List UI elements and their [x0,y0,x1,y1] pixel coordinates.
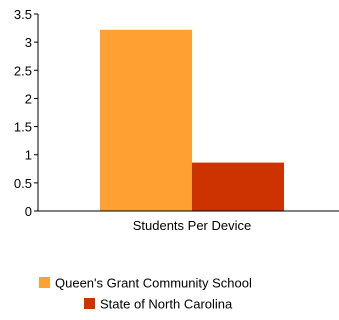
y-tick-label: 1.5 [14,120,32,135]
y-axis: 0 0.5 1 1.5 2 2.5 3 3.5 [14,7,39,219]
y-tick-label: 2 [25,91,32,106]
bar-north-carolina [192,162,284,211]
y-tick-label: 2.5 [14,63,32,78]
y-tick-label: 3 [25,35,32,50]
bar-queens-grant [100,29,192,212]
legend-item: State of North Carolina [84,297,233,312]
x-axis: Students Per Device [38,210,339,233]
bars [100,29,284,212]
y-tick-label: 0 [25,204,32,219]
y-tick-label: 1 [25,148,32,163]
legend-swatch [84,298,95,309]
y-tick-label: 0.5 [14,176,32,191]
x-category-label: Students Per Device [133,218,252,233]
legend: Queen's Grant Community School State of N… [39,276,252,312]
legend-label: State of North Carolina [100,297,233,312]
legend-label: Queen's Grant Community School [55,276,252,291]
legend-swatch [39,277,50,288]
legend-item: Queen's Grant Community School [39,276,252,291]
y-tick-label: 3.5 [14,7,32,22]
